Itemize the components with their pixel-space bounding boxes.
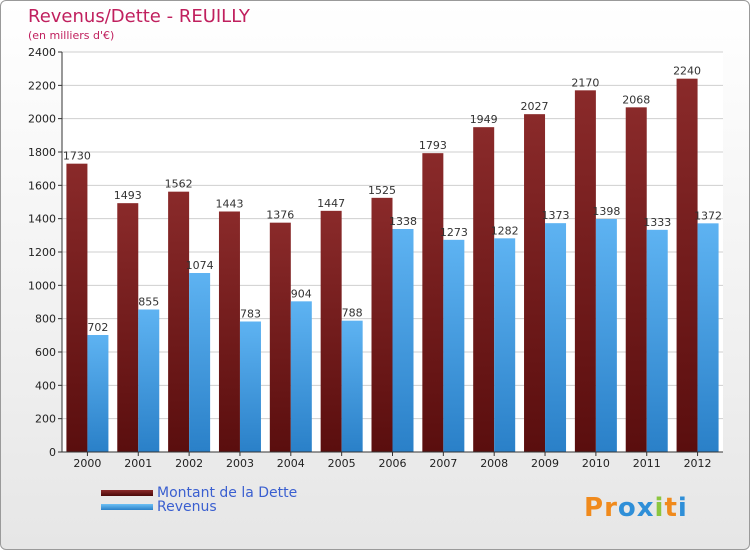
data-label-revenus: 1372 <box>694 209 722 222</box>
bar-revenus <box>290 301 312 452</box>
bar-revenus <box>697 223 719 452</box>
x-tick-label: 2012 <box>684 457 712 470</box>
x-tick-label: 2004 <box>277 457 305 470</box>
x-tick-label: 2005 <box>328 457 356 470</box>
y-tick-label: 0 <box>49 446 56 459</box>
x-tick-label: 2002 <box>175 457 203 470</box>
data-label-dette: 1447 <box>317 197 345 210</box>
x-tick-label: 2000 <box>73 457 101 470</box>
data-label-revenus: 1338 <box>389 215 417 228</box>
data-label-dette: 1493 <box>114 189 142 202</box>
bar-dette <box>574 90 596 452</box>
data-label-revenus: 788 <box>342 307 363 320</box>
logo-letter: o <box>617 493 637 523</box>
proxiti-logo: Proxiti <box>584 493 688 523</box>
bar-revenus <box>87 335 109 452</box>
bar-revenus <box>392 229 414 452</box>
legend-label-debt: Montant de la Dette <box>157 485 298 501</box>
x-tick-label: 2010 <box>582 457 610 470</box>
data-label-revenus: 783 <box>240 308 261 321</box>
data-label-dette: 1793 <box>419 139 447 152</box>
x-tick-label: 2003 <box>226 457 254 470</box>
data-label-revenus: 1074 <box>186 259 214 272</box>
y-tick-label: 2000 <box>28 113 56 126</box>
legend-swatch-revenus <box>101 504 153 510</box>
logo-letter: i <box>677 493 688 523</box>
bar-revenus <box>494 238 516 452</box>
data-label-dette: 1730 <box>63 150 91 163</box>
y-tick-label: 1800 <box>28 146 56 159</box>
y-tick-label: 1600 <box>28 179 56 192</box>
bar-revenus <box>189 273 211 452</box>
bar-dette <box>422 153 444 452</box>
chart-title: Revenus/Dette - REUILLY <box>28 6 250 27</box>
logo-letter: t <box>664 493 678 523</box>
bar-revenus <box>138 309 160 452</box>
bar-dette <box>269 222 291 452</box>
y-tick-label: 800 <box>35 313 56 326</box>
bar-dette <box>524 114 546 453</box>
bar-revenus <box>239 321 261 452</box>
data-label-dette: 2240 <box>673 65 701 78</box>
y-tick-label: 1200 <box>28 246 56 259</box>
bar-dette <box>676 78 698 453</box>
x-tick-label: 2006 <box>379 457 407 470</box>
bar-revenus <box>595 219 617 452</box>
bar-dette <box>66 163 88 452</box>
y-tick-label: 600 <box>35 346 56 359</box>
y-tick-label: 400 <box>35 379 56 392</box>
data-label-revenus: 702 <box>87 321 108 334</box>
data-label-dette: 1562 <box>165 178 193 191</box>
data-label-revenus: 1282 <box>491 224 519 237</box>
bar-revenus <box>646 229 668 452</box>
logo-letter: x <box>636 493 655 523</box>
data-label-revenus: 1333 <box>643 216 671 229</box>
x-tick-label: 2009 <box>531 457 559 470</box>
bar-revenus <box>341 320 363 452</box>
y-tick-label: 2400 <box>28 46 56 59</box>
data-label-dette: 2027 <box>521 100 549 113</box>
bar-dette <box>168 191 190 452</box>
legend-label-revenus: Revenus <box>157 499 217 515</box>
x-tick-label: 2001 <box>124 457 152 470</box>
bar-revenus <box>545 223 567 452</box>
legend-item-debt: Montant de la Dette <box>101 485 298 501</box>
bar-dette <box>218 211 240 452</box>
data-label-revenus: 904 <box>291 287 312 300</box>
x-tick-label: 2007 <box>429 457 457 470</box>
y-tick-label: 2200 <box>28 79 56 92</box>
data-label-revenus: 1398 <box>592 205 620 218</box>
legend: Montant de la Dette Revenus <box>101 485 298 515</box>
x-tick-label: 2008 <box>480 457 508 470</box>
bar-dette <box>625 107 647 452</box>
data-label-dette: 1525 <box>368 184 396 197</box>
data-label-dette: 1376 <box>266 209 294 222</box>
data-label-dette: 1949 <box>470 113 498 126</box>
bar-dette <box>473 127 495 453</box>
legend-swatch-debt <box>101 490 153 496</box>
data-label-dette: 2170 <box>571 76 599 89</box>
data-label-revenus: 1273 <box>440 226 468 239</box>
chart-subtitle: (en milliers d'€) <box>28 29 115 42</box>
data-label-dette: 1443 <box>215 198 243 211</box>
bar-revenus <box>443 239 465 452</box>
bar-dette <box>117 203 139 452</box>
bar-dette <box>320 210 342 452</box>
data-label-revenus: 1373 <box>542 209 570 222</box>
legend-item-revenus: Revenus <box>101 499 297 515</box>
data-label-revenus: 855 <box>138 296 159 309</box>
bar-dette <box>371 197 393 452</box>
x-tick-label: 2011 <box>633 457 661 470</box>
y-tick-label: 1000 <box>28 279 56 292</box>
data-label-dette: 2068 <box>622 93 650 106</box>
logo-letter: r <box>604 493 618 523</box>
logo-letter: i <box>654 493 665 523</box>
y-tick-label: 200 <box>35 413 56 426</box>
logo-letter: P <box>584 493 605 523</box>
y-tick-label: 1400 <box>28 213 56 226</box>
